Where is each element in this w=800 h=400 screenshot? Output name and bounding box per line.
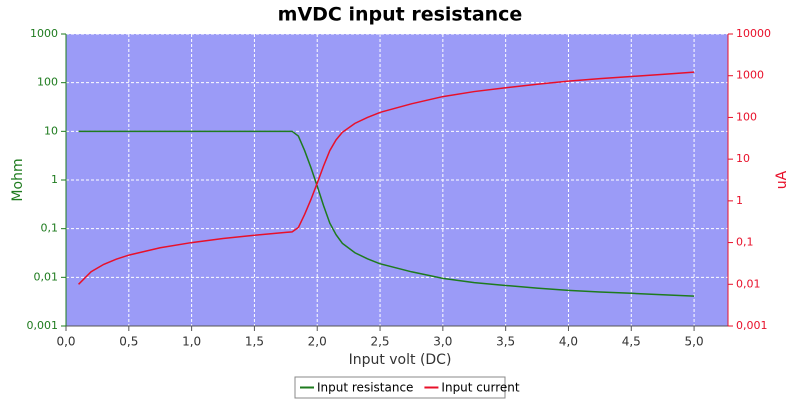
y2-tick-label: 0,001 (736, 319, 768, 332)
y-axis-title: Mohm (10, 158, 26, 201)
y-tick-label: 100 (37, 76, 58, 89)
legend-label: Input current (441, 381, 519, 395)
x-tick-label: 0,0 (56, 335, 75, 349)
x-tick-label: 4,0 (559, 335, 578, 349)
legend-label: Input resistance (317, 381, 413, 395)
y2-tick-label: 100 (736, 110, 757, 123)
y2-tick-label: 10000 (736, 27, 771, 40)
chart-title: mVDC input resistance (278, 4, 523, 26)
series-line (78, 71, 695, 285)
legend-box (294, 376, 506, 399)
x-tick-label: 1,5 (245, 335, 264, 349)
x-tick-label: 5,0 (685, 335, 704, 349)
x-tick-label: 1,0 (182, 335, 201, 349)
legend: Input resistance Input current (294, 376, 520, 399)
series-line (78, 130, 695, 297)
y2-tick-label: 10 (736, 152, 750, 165)
x-tick-label: 0,5 (119, 335, 138, 349)
y-tick-label: 10 (44, 124, 58, 137)
y2-tick-label: 1000 (736, 69, 764, 82)
y2-tick-label: 0,01 (736, 277, 761, 290)
x-tick-label: 2,0 (308, 335, 327, 349)
y-tick-label: 0,001 (27, 319, 59, 332)
x-axis-title: Input volt (DC) (349, 352, 452, 368)
x-tick-label: 3,5 (496, 335, 515, 349)
y2-tick-label: 0,1 (736, 236, 754, 249)
x-tick-label: 3,0 (433, 335, 452, 349)
x-tick-label: 4,5 (622, 335, 641, 349)
x-tick-label: 2,5 (370, 335, 389, 349)
y-tick-label: 1 (51, 173, 58, 186)
y-tick-label: 1000 (30, 27, 58, 40)
y-tick-label: 0,1 (41, 222, 59, 235)
y-tick-label: 0,01 (34, 270, 59, 283)
y2-tick-label: 1 (736, 194, 743, 207)
y2-axis-title: uA (774, 170, 790, 189)
